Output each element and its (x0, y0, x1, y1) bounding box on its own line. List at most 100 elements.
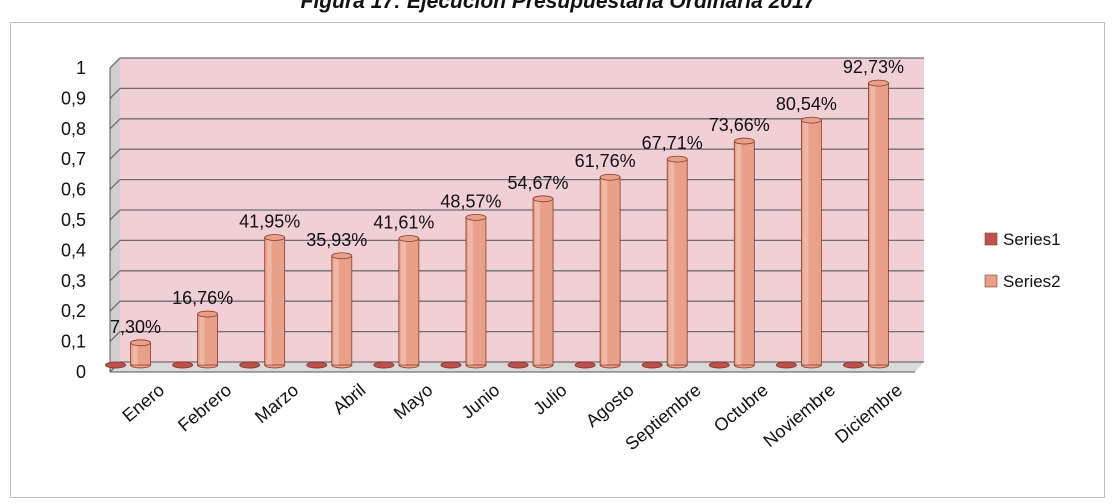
bar-series2-top (465, 213, 487, 221)
bar-series2-top (666, 155, 688, 163)
bar-series2-highlight (870, 83, 876, 365)
bar-series1-top (708, 361, 730, 369)
bar-series2 (398, 235, 420, 369)
data-label: 7,30% (110, 317, 161, 337)
bar-series2-top (800, 116, 822, 124)
x-tick-label: Marzo (251, 380, 302, 427)
bar-series1-top (507, 361, 529, 369)
data-labels: 7,30% 16,76% 41,95% 35,93% 41,61% 48,57% 54,67… (110, 57, 904, 337)
data-label: 54,67% (508, 173, 569, 193)
bar-series2-highlight (535, 198, 541, 365)
data-label: 48,57% (440, 191, 501, 211)
bar-series2 (532, 195, 554, 369)
figure-title: Figura 17: Ejecución Presupuestaria Ordi… (300, 0, 816, 13)
data-label: 61,76% (575, 151, 636, 171)
bars (105, 79, 889, 369)
x-tick-label: Noviembre (759, 380, 839, 451)
y-tick-label: 0,1 (61, 332, 86, 352)
bar-series2 (800, 116, 822, 369)
legend-swatch (984, 232, 998, 246)
bar-series1-top (239, 361, 261, 369)
data-label: 80,54% (776, 94, 837, 114)
legend-label: Series1 (1003, 230, 1061, 249)
bar-series2-highlight (602, 177, 608, 365)
x-axis: Enero Febrero Marzo Abril Mayo Junio Julio Agos… (110, 371, 915, 454)
bar-series2 (868, 79, 889, 369)
data-label: 35,93% (306, 230, 367, 250)
bar-series2-top (197, 310, 219, 318)
gridline-side (109, 270, 121, 282)
gridline-side (109, 239, 121, 251)
bar-series1 (507, 361, 529, 369)
x-tick-label: Enero (118, 380, 168, 426)
y-tick-label: 0 (76, 362, 86, 382)
data-label: 41,95% (239, 211, 300, 231)
gridline-side (109, 179, 121, 191)
bar-series1 (574, 361, 596, 369)
y-axis: 0 0,1 0,2 0,3 0,4 0,5 0,6 0,7 0,8 0,9 1 (61, 58, 111, 382)
y-tick-label: 1 (76, 58, 86, 78)
legend: Series1 Series2 (984, 230, 1061, 291)
bar-series2-highlight (803, 120, 809, 365)
bar-series1-top (440, 361, 462, 369)
bar-series1 (306, 361, 328, 369)
y-tick-label: 0,6 (61, 180, 86, 200)
x-tick-label: Junio (458, 380, 504, 423)
bar-series2-highlight (333, 255, 339, 365)
gridline-side (109, 57, 121, 69)
bar-series2 (733, 137, 755, 369)
bar-series1-top (306, 361, 328, 369)
bar-series2-highlight (400, 238, 406, 365)
bar-series1 (172, 361, 194, 369)
bar-series2 (465, 213, 487, 369)
y-tick-label: 0,4 (61, 240, 86, 260)
bar-series2-highlight (669, 159, 675, 365)
legend-label: Series2 (1003, 272, 1061, 291)
bar-series2 (599, 173, 621, 369)
bar-series1-top (843, 361, 864, 369)
x-tick-label: Julio (529, 380, 570, 419)
bar-series2-highlight (736, 141, 742, 365)
bar-series2-top (868, 79, 889, 87)
data-label: 67,71% (642, 133, 703, 153)
bar-series2-top (599, 173, 621, 181)
bar-series2-top (733, 137, 755, 145)
x-tick-label: Abril (329, 380, 369, 418)
data-label: 16,76% (172, 288, 233, 308)
bar-series2-top (130, 339, 151, 347)
bar-series1-top (775, 361, 797, 369)
bar-series1 (843, 361, 864, 369)
data-label: 92,73% (843, 57, 904, 77)
bar-series2-top (264, 234, 286, 241)
bar-series1 (440, 361, 462, 369)
x-tick-label: Febrero (174, 380, 235, 436)
bar-series2-highlight (199, 314, 205, 365)
bar-series1 (239, 361, 261, 369)
y-tick-label: 0,9 (61, 88, 86, 108)
bar-series1 (105, 361, 126, 369)
bar-series1-top (373, 361, 395, 369)
gridline-side (109, 209, 121, 221)
bar-series2-highlight (467, 217, 473, 365)
bar-series2-top (532, 195, 554, 203)
bar-series1 (641, 361, 663, 369)
bar-series2 (666, 155, 688, 369)
gridline-side (109, 331, 121, 343)
bar-series1 (775, 361, 797, 369)
bar-series2 (197, 310, 219, 369)
gridline-side (109, 118, 121, 130)
gridline-side (109, 87, 121, 99)
legend-swatch (984, 274, 998, 288)
gridline-side (109, 300, 121, 312)
bar-series1-top (172, 361, 194, 369)
bar-series2-top (398, 235, 420, 242)
bar-series2 (331, 252, 353, 369)
gridline-side (109, 148, 121, 160)
bar-series1 (708, 361, 730, 369)
bar-series2-highlight (266, 237, 272, 365)
bar-series2-top (331, 252, 353, 260)
y-tick-label: 0,2 (61, 301, 86, 321)
y-tick-label: 0,8 (61, 119, 86, 139)
data-label: 73,66% (709, 115, 770, 135)
